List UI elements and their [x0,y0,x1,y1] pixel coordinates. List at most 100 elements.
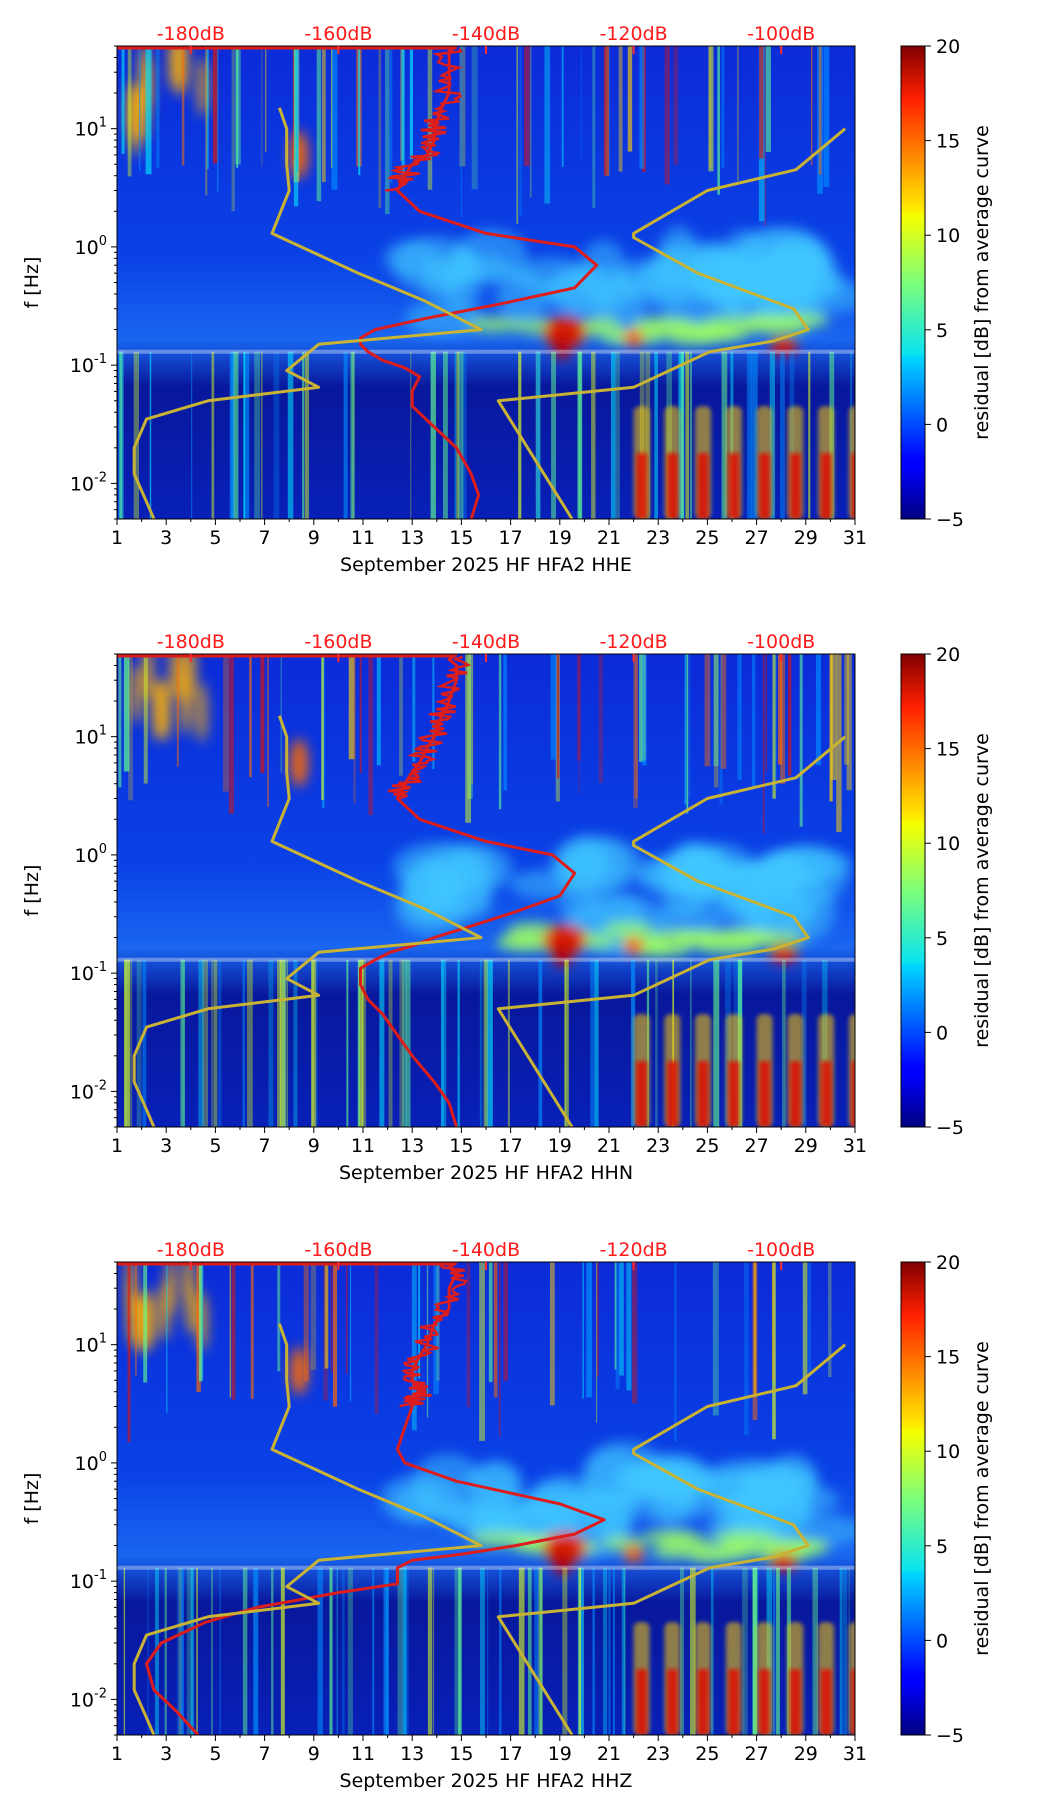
heatmap-streak [127,46,132,177]
heatmap-streak [330,1262,333,1373]
heatmap-streak [801,959,807,1127]
heatmap-streak [751,654,756,789]
heatmap-streak [808,351,811,519]
heatmap-streak [143,1262,148,1383]
heatmap-patch [542,924,587,957]
heatmap-streak [592,1567,595,1735]
heatmap-streak [812,1567,818,1735]
envelope-curve [132,107,483,519]
heatmap-streak [535,351,541,519]
colorbar-tick-label: 5 [936,320,948,342]
y-tick-label: 10-1 [70,960,107,985]
heatmap-streak [579,1567,584,1735]
heatmap-patch [195,682,208,743]
heatmap-streak [427,1567,433,1735]
y-tick-base: 10 [75,727,99,749]
heatmap-streak [293,959,298,1127]
heatmap-streak [689,654,691,798]
heatmap-streak [527,1567,532,1735]
heatmap-streak [454,351,457,519]
heatmap-streaks [118,654,855,1127]
heatmap-streak [608,1567,611,1735]
top-ticks-2: -180dB -160dB -140dB -120dB -100dB [157,631,815,662]
heatmap-streak [828,1262,832,1378]
heatmap-streak [358,46,361,176]
colorbar-label-1: residual [dB] from average curve [971,125,993,440]
heatmap-streak [135,1262,137,1376]
heatmap-block [820,1669,832,1735]
envelope-curve [496,735,847,1127]
heatmap-streak [432,1567,435,1735]
heatmap-streak [578,654,580,794]
y-tick-exp: 1 [99,724,107,739]
y-axis-label-3: f [Hz] [21,1473,43,1525]
heatmap-streak [180,959,184,1127]
heatmap-streak [128,654,133,801]
heatmap-streak [664,46,670,185]
heatmap-streak [130,959,133,1127]
heatmap-streak [405,1567,409,1735]
colorbar-tick-label: 5 [936,928,948,950]
heatmap-streak [123,654,130,772]
y-tick-base: 10 [70,1689,94,1711]
heatmap-streak [123,1567,126,1735]
heatmap-streak [717,46,720,195]
heatmap-streak [412,654,416,762]
heatmap-band [117,349,855,354]
heatmap-patch [691,843,754,894]
y-tick-label: 100 [75,1450,107,1475]
heatmap-patch [468,1500,560,1539]
y-tick-base: 10 [70,963,94,985]
heatmap-streak [228,654,234,814]
x-axis-label-2: September 2025 HF HFA2 HHN [339,1162,633,1184]
heatmap-streak [564,959,569,1127]
y-tick-exp: -1 [94,1568,107,1583]
heatmap-streak [471,46,478,190]
heatmap-streak [388,959,393,1127]
heatmap-streak [202,959,209,1127]
heatmap-streak [235,46,241,165]
heatmap-streak [516,46,519,224]
colorbar-label-3: residual [dB] from average curve [971,1341,993,1656]
heatmap-streak [480,1567,485,1735]
heatmap-streak [829,654,833,802]
heatmap-streak [329,1567,333,1735]
heatmap-streak [684,654,686,805]
heatmap-streak [764,46,767,226]
heatmap-streak [223,654,229,792]
heatmap-streak [403,1567,407,1735]
heatmap-streak [808,1262,812,1375]
heatmap-streak [689,1567,696,1735]
heatmap-streak [376,654,381,766]
heatmap-streak [273,351,280,519]
heatmap-streak [673,46,679,166]
heatmap-2 [117,654,855,1127]
x-tick-label: 7 [259,1743,271,1765]
heatmap-streak [231,1262,236,1400]
x-tick-label: 11 [351,1135,375,1157]
x-tick-label: 25 [695,527,719,549]
x-ticks-2: 1 3 5 7 9 11 13 15 17 19 21 23 25 27 29 31 [111,1127,867,1157]
heatmap-block [636,1061,648,1127]
heatmap-streak [507,959,510,1127]
heatmap-streak [634,654,639,799]
x-tick-label: 11 [351,1743,375,1765]
heatmap-streak [459,46,466,167]
heatmap-streak [780,654,786,784]
heatmap-patch [196,56,209,117]
heatmap-streak [379,959,385,1127]
heatmap-streak [839,1567,842,1735]
heatmap-patch [392,842,483,892]
heatmap-streak [765,654,768,772]
heatmap-streak [323,1262,329,1401]
heatmap-streak [243,351,246,519]
heatmap-streak [246,959,253,1127]
heatmap-streak [479,959,483,1127]
top-tick-label: -100dB [747,23,815,45]
heatmap-streak [596,1262,598,1423]
heatmap-streak [324,1262,329,1369]
heatmap-streak [499,1567,502,1735]
top-tick-label: -160dB [304,631,372,653]
